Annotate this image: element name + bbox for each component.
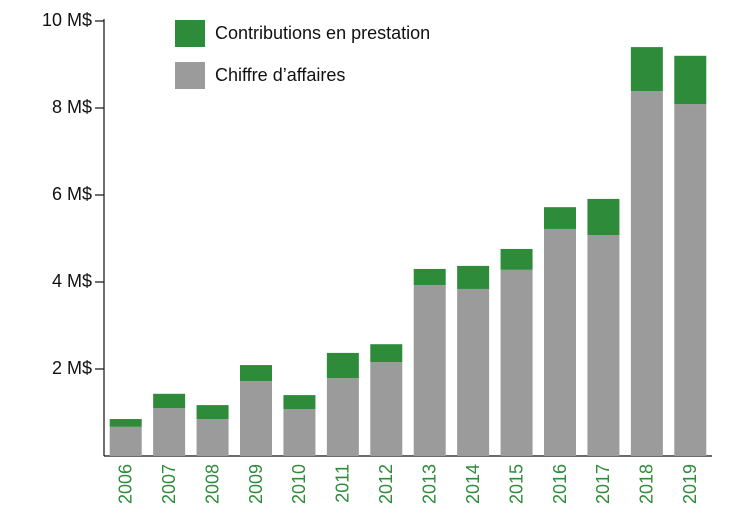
bar-segment bbox=[544, 207, 576, 229]
bar-segment bbox=[283, 395, 316, 410]
bar-segment bbox=[457, 288, 490, 456]
x-tick-label: 2013 bbox=[419, 464, 439, 504]
x-tick-label: 2015 bbox=[506, 464, 526, 504]
bar-segment bbox=[413, 285, 446, 456]
legend-label: Contributions en prestation bbox=[215, 23, 430, 43]
bar-segment bbox=[587, 198, 620, 236]
bar-segment bbox=[326, 378, 359, 456]
bar-segment bbox=[109, 426, 142, 456]
bar-segment bbox=[674, 55, 707, 105]
bar-segment bbox=[370, 344, 403, 363]
bar-segment bbox=[674, 104, 707, 457]
bar-segment bbox=[587, 235, 620, 456]
x-tick-label: 2017 bbox=[593, 464, 613, 504]
bar-segment bbox=[240, 381, 272, 456]
bar-segment bbox=[153, 393, 186, 409]
bar-segment bbox=[630, 47, 663, 92]
x-tick-label: 2009 bbox=[246, 464, 266, 504]
x-tick-label: 2019 bbox=[680, 464, 700, 504]
x-tick-label: 2007 bbox=[159, 464, 179, 504]
bar-segment bbox=[196, 419, 229, 456]
bar-segment bbox=[413, 268, 446, 286]
bar-segment bbox=[109, 419, 142, 427]
bar-segment bbox=[153, 408, 186, 456]
bar-segment bbox=[457, 265, 490, 289]
x-tick-label: 2006 bbox=[115, 464, 135, 504]
x-tick-label: 2018 bbox=[637, 464, 657, 504]
bar-segment bbox=[544, 228, 576, 456]
y-tick-label: 2 M$ bbox=[52, 358, 92, 378]
bar-segment bbox=[630, 91, 663, 456]
legend-label: Chiffre d’affaires bbox=[215, 65, 345, 85]
y-tick-label: 4 M$ bbox=[52, 271, 92, 291]
bar-segment bbox=[283, 409, 316, 456]
legend-swatch bbox=[175, 20, 205, 47]
bar-segment bbox=[196, 405, 229, 420]
bar-segment bbox=[370, 362, 403, 456]
x-tick-label: 2016 bbox=[550, 464, 570, 504]
bar-segment bbox=[500, 269, 533, 456]
bar-segment bbox=[326, 352, 359, 379]
x-tick-label: 2010 bbox=[289, 464, 309, 504]
x-tick-label: 2008 bbox=[202, 464, 222, 504]
y-tick-label: 6 M$ bbox=[52, 184, 92, 204]
y-tick-label: 10 M$ bbox=[42, 10, 92, 30]
bar-segment bbox=[500, 248, 533, 270]
x-tick-label: 2014 bbox=[463, 464, 483, 504]
bar-segment bbox=[240, 365, 272, 382]
y-tick-label: 8 M$ bbox=[52, 97, 92, 117]
x-tick-label: 2012 bbox=[376, 464, 396, 504]
legend-swatch bbox=[175, 62, 205, 89]
x-tick-label: 2011 bbox=[333, 464, 353, 503]
